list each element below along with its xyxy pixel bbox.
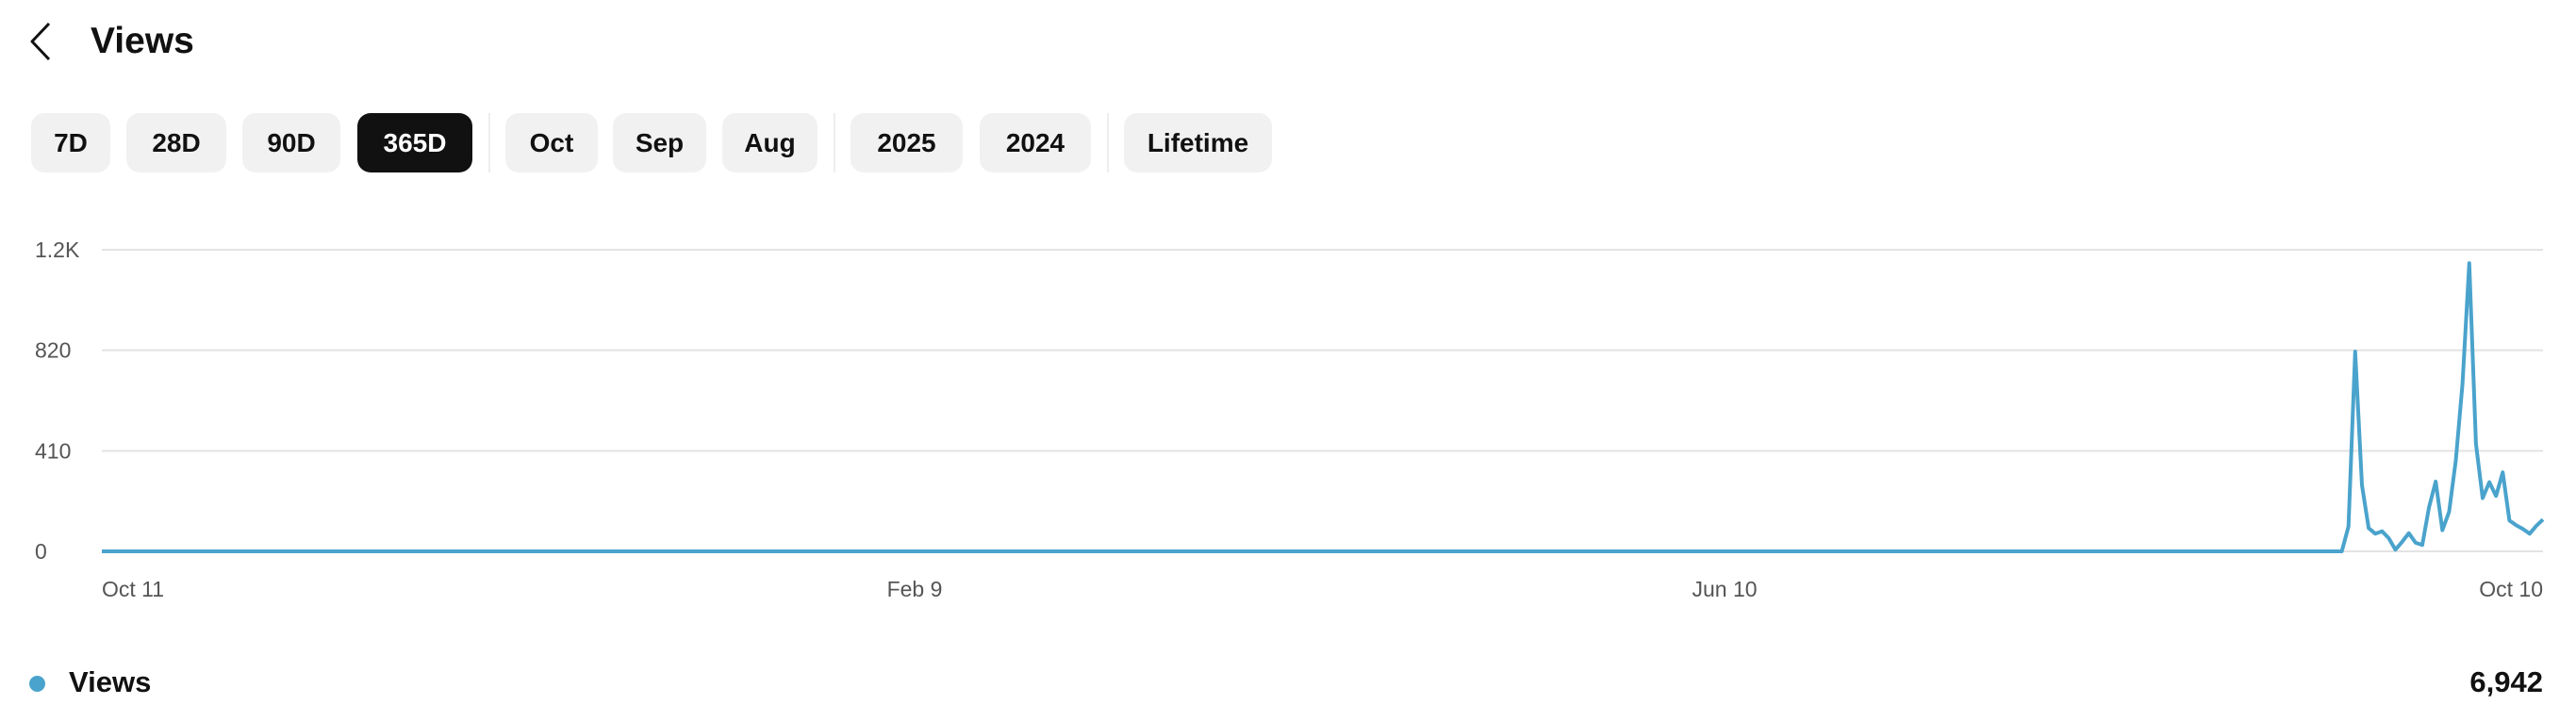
- series-line-views: [102, 261, 2545, 553]
- range-button-sep[interactable]: Sep: [613, 113, 706, 172]
- back-button[interactable]: [26, 21, 60, 62]
- y-tick-label: 1.2K: [35, 238, 80, 262]
- legend-dot-icon: [29, 676, 45, 692]
- range-button-2024[interactable]: 2024: [980, 113, 1091, 172]
- range-button-aug[interactable]: Aug: [722, 113, 817, 172]
- legend-label: Views: [69, 665, 152, 698]
- range-button-2025[interactable]: 2025: [850, 113, 963, 172]
- y-tick-label: 410: [35, 438, 71, 463]
- range-button-7d[interactable]: 7D: [31, 113, 110, 172]
- range-divider: [834, 113, 835, 172]
- y-tick-label: 0: [35, 539, 47, 564]
- chevron-left-icon: [30, 22, 51, 61]
- range-button-oct[interactable]: Oct: [505, 113, 598, 172]
- range-button-lifetime[interactable]: Lifetime: [1124, 113, 1272, 172]
- page-title: Views: [91, 21, 194, 61]
- x-tick-label: Jun 10: [1692, 577, 1757, 601]
- range-divider: [1107, 113, 1109, 172]
- x-tick-label: Feb 9: [887, 577, 943, 601]
- views-line-chart: 0 410 820 1.2K Oct 11 Feb 9 Jun 10 Oct 10: [35, 238, 2545, 601]
- x-tick-label: Oct 10: [2479, 577, 2543, 601]
- range-button-90d[interactable]: 90D: [242, 113, 340, 172]
- range-button-28d[interactable]: 28D: [126, 113, 226, 172]
- y-tick-label: 820: [35, 338, 71, 363]
- range-button-365d[interactable]: 365D: [357, 113, 472, 172]
- range-divider: [488, 113, 490, 172]
- views-total: 6,942: [2469, 665, 2543, 698]
- x-tick-label: Oct 11: [102, 577, 164, 601]
